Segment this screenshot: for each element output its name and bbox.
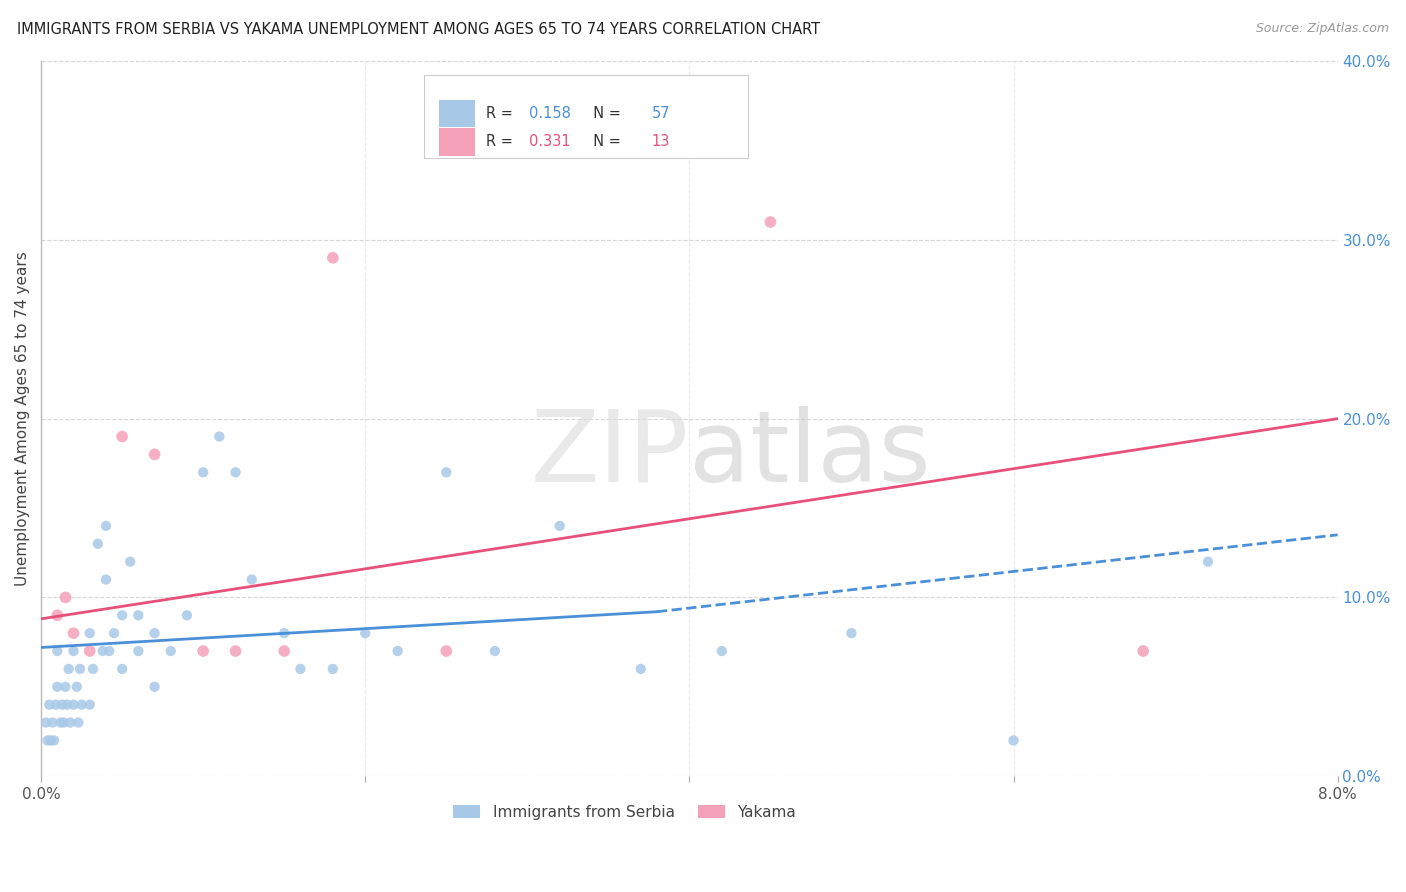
Point: [55, 680, 77, 694]
Point: [79, 698, 101, 712]
Point: [273, 626, 295, 640]
Point: [354, 626, 377, 640]
Point: [56, 698, 79, 712]
Text: ZIP: ZIP: [531, 406, 689, 503]
Point: [240, 573, 263, 587]
Point: [98, 644, 121, 658]
Text: R =: R =: [486, 135, 517, 150]
Point: [49, 715, 72, 730]
Point: [434, 465, 457, 479]
Point: [1132, 644, 1154, 658]
Point: [62, 626, 84, 640]
Text: 57: 57: [652, 106, 671, 120]
Point: [434, 644, 457, 658]
Point: [1197, 555, 1219, 569]
Point: [59, 715, 82, 730]
Point: [127, 608, 149, 623]
Point: [176, 608, 198, 623]
Point: [103, 626, 125, 640]
Point: [66, 680, 89, 694]
Point: [62, 644, 84, 658]
Point: [46, 680, 69, 694]
Point: [37, 733, 59, 747]
Text: 0.158: 0.158: [529, 106, 571, 120]
Point: [42, 733, 65, 747]
Point: [120, 555, 142, 569]
Point: [630, 662, 652, 676]
Point: [41, 715, 63, 730]
Point: [225, 644, 247, 658]
Point: [51, 698, 73, 712]
Text: Source: ZipAtlas.com: Source: ZipAtlas.com: [1256, 22, 1389, 36]
Point: [82, 662, 104, 676]
Point: [193, 465, 215, 479]
Point: [69, 662, 91, 676]
FancyBboxPatch shape: [439, 100, 475, 127]
Point: [94, 519, 117, 533]
Point: [193, 644, 215, 658]
Point: [111, 429, 134, 443]
Point: [79, 626, 101, 640]
Point: [143, 680, 166, 694]
Point: [484, 644, 506, 658]
Point: [273, 644, 295, 658]
FancyBboxPatch shape: [423, 76, 748, 158]
Point: [143, 626, 166, 640]
Legend: Immigrants from Serbia, Yakama: Immigrants from Serbia, Yakama: [447, 798, 803, 826]
Point: [548, 519, 571, 533]
Point: [225, 465, 247, 479]
Text: atlas: atlas: [689, 406, 931, 503]
Point: [1002, 733, 1025, 747]
Point: [127, 644, 149, 658]
Point: [45, 698, 67, 712]
Point: [67, 715, 90, 730]
Point: [52, 715, 75, 730]
Point: [38, 698, 60, 712]
Point: [58, 662, 80, 676]
Y-axis label: Unemployment Among Ages 65 to 74 years: Unemployment Among Ages 65 to 74 years: [15, 252, 30, 586]
Point: [46, 644, 69, 658]
Point: [111, 662, 134, 676]
Text: R =: R =: [486, 106, 517, 120]
Point: [94, 573, 117, 587]
Point: [208, 429, 231, 443]
Point: [46, 608, 69, 623]
Point: [159, 644, 181, 658]
Text: IMMIGRANTS FROM SERBIA VS YAKAMA UNEMPLOYMENT AMONG AGES 65 TO 74 YEARS CORRELAT: IMMIGRANTS FROM SERBIA VS YAKAMA UNEMPLO…: [17, 22, 820, 37]
Point: [111, 608, 134, 623]
Text: N =: N =: [585, 135, 626, 150]
Point: [387, 644, 409, 658]
Point: [710, 644, 733, 658]
Point: [759, 215, 782, 229]
Point: [87, 537, 110, 551]
Point: [290, 662, 312, 676]
Point: [91, 644, 114, 658]
Point: [322, 251, 344, 265]
Text: 0.331: 0.331: [529, 135, 571, 150]
Point: [62, 698, 84, 712]
Point: [55, 591, 77, 605]
Point: [35, 715, 58, 730]
Point: [322, 662, 344, 676]
FancyBboxPatch shape: [439, 128, 475, 155]
Point: [143, 447, 166, 461]
Point: [70, 698, 93, 712]
Text: 13: 13: [652, 135, 671, 150]
Point: [841, 626, 863, 640]
Point: [79, 644, 101, 658]
Point: [39, 733, 62, 747]
Text: N =: N =: [585, 106, 626, 120]
